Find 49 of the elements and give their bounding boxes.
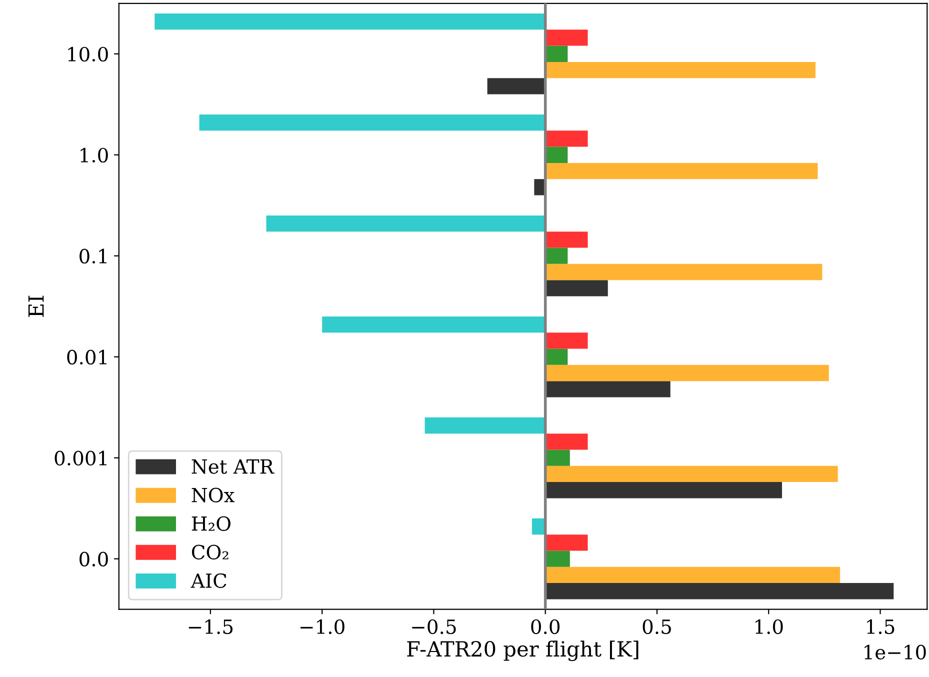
bar	[545, 348, 568, 365]
bar	[545, 566, 840, 584]
bar	[545, 232, 588, 248]
bar	[545, 248, 568, 264]
bar	[545, 130, 588, 147]
bar	[545, 30, 588, 46]
bar	[322, 316, 546, 333]
bar	[545, 466, 838, 482]
bar	[424, 417, 546, 434]
x-tick-label: 0.5	[642, 619, 671, 634]
bar	[545, 280, 608, 296]
bar	[154, 13, 546, 30]
bar	[266, 215, 546, 232]
legend-label: AIC	[190, 573, 226, 588]
legend-label: CO₂	[192, 544, 228, 560]
bar	[545, 381, 670, 398]
bar	[545, 332, 588, 349]
y-axis-title: EI	[28, 296, 44, 317]
bar	[545, 146, 568, 163]
bar	[545, 534, 588, 551]
x-tick-label: 1.5	[867, 619, 894, 634]
x-tick-label: 0.0	[531, 619, 560, 634]
legend-label: NOx	[192, 488, 235, 502]
bar	[545, 450, 570, 466]
bar	[545, 162, 818, 180]
bar	[487, 78, 546, 94]
legend-label: Net ATR	[192, 459, 274, 474]
legend-label: H₂O	[192, 516, 230, 531]
x-axis-title: F-ATR20 per flight [K]	[407, 640, 638, 662]
bar	[545, 482, 782, 498]
y-tick-label: 1.0	[80, 148, 108, 163]
y-tick-label: 0.0	[80, 552, 108, 566]
y-tick-label: 10.0	[68, 46, 108, 62]
bar	[545, 46, 568, 62]
bar	[199, 114, 546, 131]
x-tick-label: −1.0	[300, 619, 344, 634]
bar	[545, 364, 829, 382]
y-tick-label: 0.001	[54, 450, 106, 466]
bar	[545, 62, 816, 78]
y-tick-label: 0.1	[80, 248, 106, 264]
bar	[545, 264, 822, 280]
x-tick-label: −1.5	[188, 619, 233, 634]
x-tick-label: −0.5	[412, 619, 456, 634]
text: 1e−10	[864, 644, 926, 660]
bar	[545, 583, 894, 600]
bar	[545, 434, 588, 450]
x-tick-label: 1.0	[756, 619, 783, 634]
y-tick-label: 0.01	[67, 350, 106, 364]
bar	[545, 550, 570, 567]
